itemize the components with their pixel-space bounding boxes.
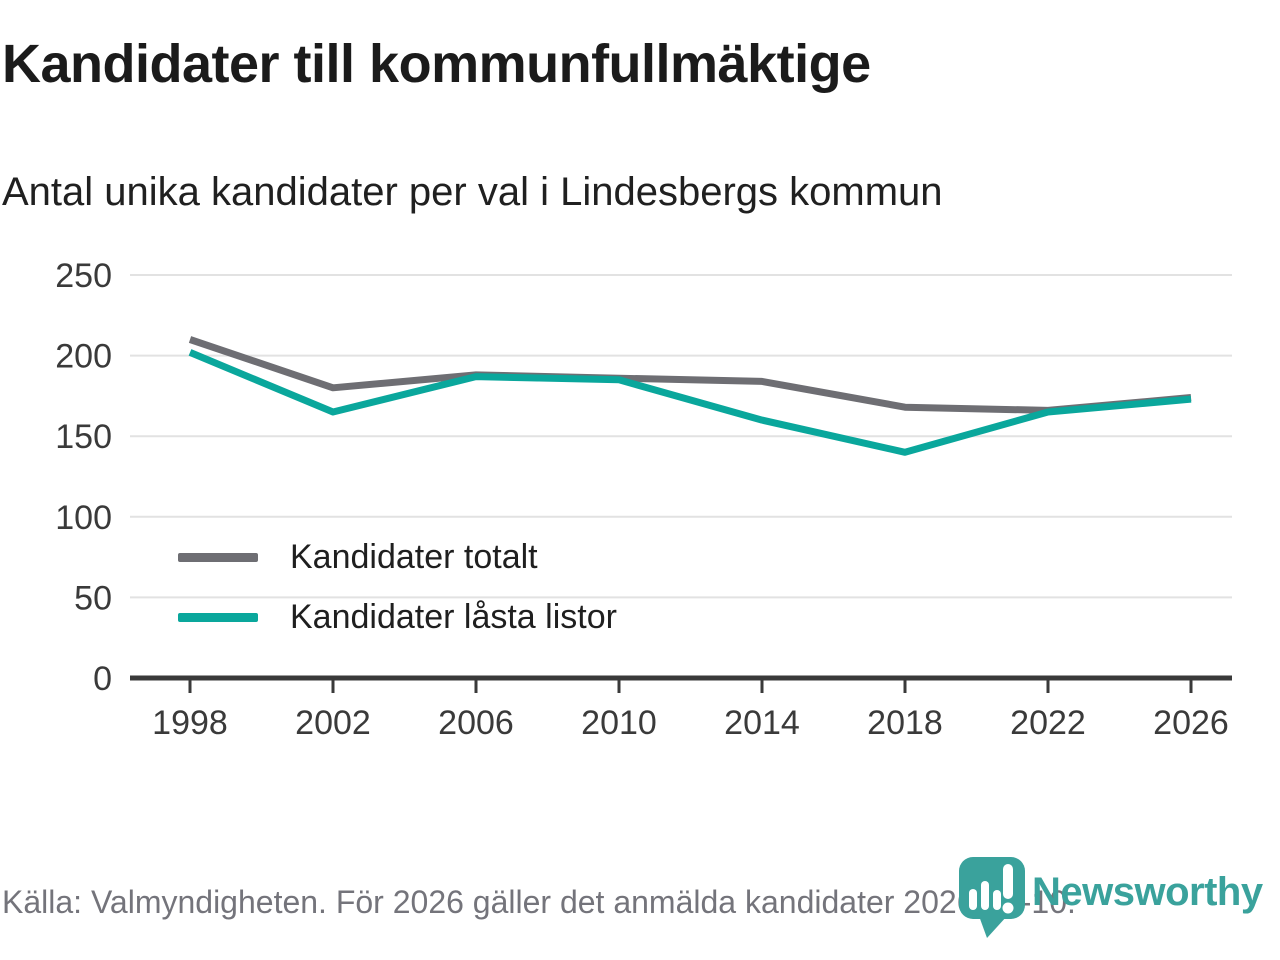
legend-swatch-locked-lists-icon: [178, 612, 258, 622]
y-axis-tick-label: 150: [55, 418, 112, 456]
legend-label-locked-lists: Kandidater låsta listor: [290, 597, 617, 636]
y-axis-tick-label: 50: [74, 579, 112, 617]
legend-label-total: Kandidater totalt: [290, 537, 538, 576]
series-line: [188, 349, 1192, 456]
source-note: Källa: Valmyndigheten. För 2026 gäller d…: [2, 884, 1076, 920]
y-axis-tick-label: 100: [55, 499, 112, 537]
y-axis-tick-label: 0: [93, 660, 112, 698]
newsworthy-pin-barchart-icon: [959, 857, 1025, 938]
brand-logo: Newsworthy: [958, 856, 1263, 940]
brand-name: Newsworthy: [1032, 870, 1263, 914]
x-axis-tick-label: 1998: [152, 704, 228, 742]
chart-subtitle: Antal unika kandidater per val i Lindesb…: [2, 170, 943, 214]
legend-swatch-total-icon: [178, 552, 258, 562]
legend-item-total: Kandidater totalt: [178, 536, 617, 578]
chart-title: Kandidater till kommunfullmäktige: [2, 34, 871, 94]
series-line: [188, 336, 1192, 414]
x-axis-tick-label: 2026: [1153, 704, 1229, 742]
x-axis-tick-label: 2010: [581, 704, 657, 742]
x-axis-tick-label: 2018: [867, 704, 943, 742]
y-axis-tick-label: 200: [55, 338, 112, 376]
x-axis-tick-label: 2006: [438, 704, 514, 742]
chart-legend: Kandidater totalt Kandidater låsta listo…: [178, 536, 617, 638]
y-axis-tick-label: 250: [55, 257, 112, 295]
x-axis-tick-label: 2022: [1010, 704, 1086, 742]
x-axis-tick-label: 2014: [724, 704, 800, 742]
x-axis-tick-label: 2002: [295, 704, 371, 742]
legend-item-locked-lists: Kandidater låsta listor: [178, 596, 617, 638]
